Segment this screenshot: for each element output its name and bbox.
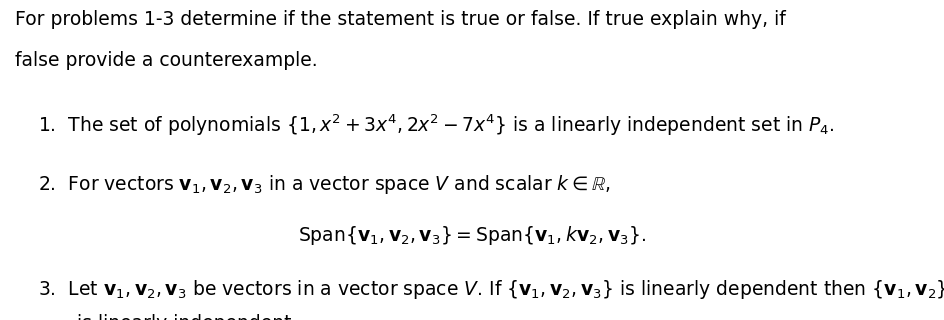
- Text: 1.  The set of polynomials $\{1, x^2 + 3x^4, 2x^2 - 7x^4\}$ is a linearly indepe: 1. The set of polynomials $\{1, x^2 + 3x…: [38, 112, 834, 138]
- Text: 3.  Let $\mathbf{v}_1, \mathbf{v}_2, \mathbf{v}_3$ be vectors in a vector space : 3. Let $\mathbf{v}_1, \mathbf{v}_2, \mat…: [38, 278, 944, 301]
- Text: false provide a counterexample.: false provide a counterexample.: [15, 51, 317, 70]
- Text: is linearly independent.: is linearly independent.: [77, 314, 297, 320]
- Text: $\mathrm{Span}\{\mathbf{v}_1, \mathbf{v}_2, \mathbf{v}_3\} = \mathrm{Span}\{\mat: $\mathrm{Span}\{\mathbf{v}_1, \mathbf{v}…: [298, 224, 646, 247]
- Text: For problems 1-3 determine if the statement is true or false. If true explain wh: For problems 1-3 determine if the statem…: [15, 10, 785, 28]
- Text: 2.  For vectors $\mathbf{v}_1, \mathbf{v}_2, \mathbf{v}_3$ in a vector space $V$: 2. For vectors $\mathbf{v}_1, \mathbf{v}…: [38, 173, 610, 196]
